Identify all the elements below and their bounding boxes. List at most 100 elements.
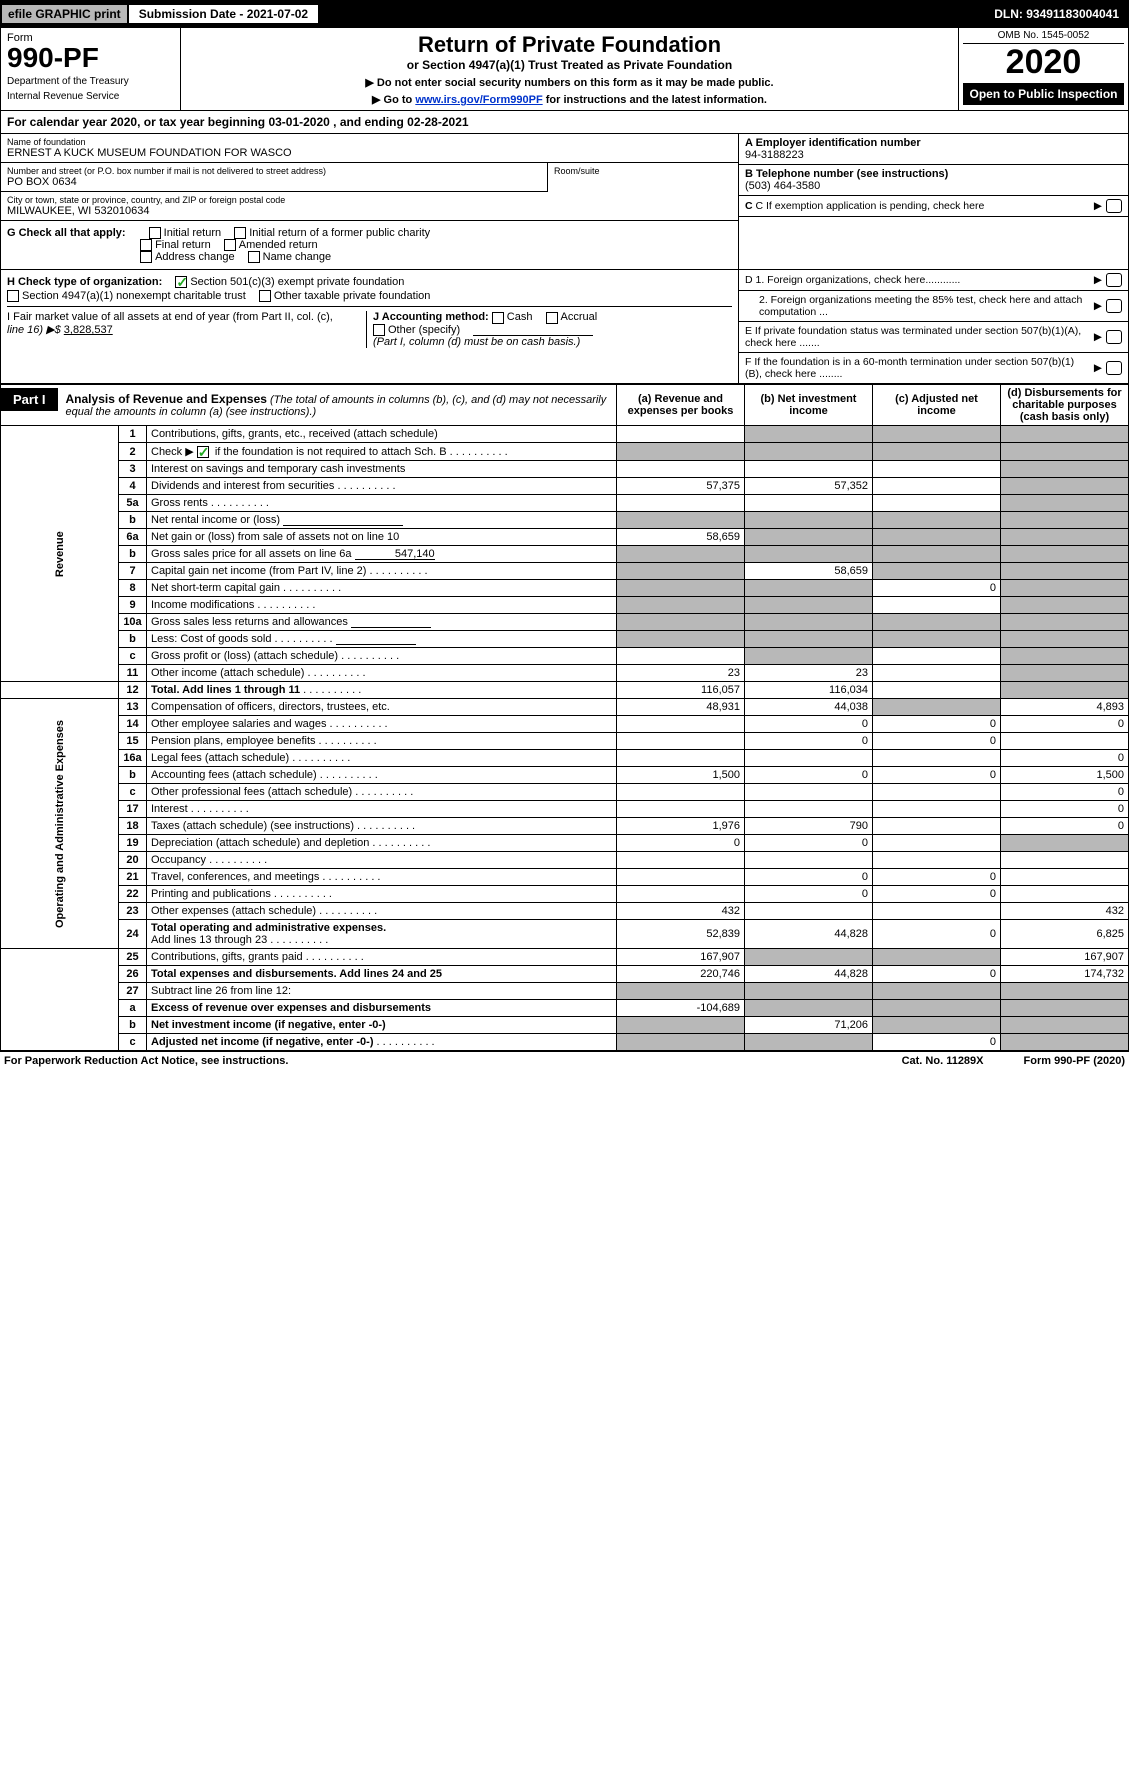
page-footer: For Paperwork Reduction Act Notice, see … xyxy=(0,1051,1129,1070)
r16c-dv: 0 xyxy=(1001,784,1129,801)
d2-label: 2. Foreign organizations meeting the 85%… xyxy=(745,294,1090,318)
irs-link[interactable]: www.irs.gov/Form990PF xyxy=(415,94,542,106)
f-label: F If the foundation is in a 60-month ter… xyxy=(745,356,1090,380)
g-amended[interactable]: Amended return xyxy=(224,239,318,251)
r25-d: Contributions, gifts, grants paid xyxy=(151,951,303,963)
ein-value: 94-3188223 xyxy=(745,149,1122,161)
dept-treasury: Department of the Treasury xyxy=(7,76,174,87)
col-b-header: (b) Net investment income xyxy=(745,385,873,426)
r26-a: 220,746 xyxy=(617,966,745,983)
r19-b: 0 xyxy=(745,835,873,852)
r27a-num: a xyxy=(119,1000,147,1017)
r4-b: 57,352 xyxy=(745,478,873,495)
j-cash[interactable]: Cash xyxy=(492,311,533,323)
r5b-desc: Net rental income or (loss) xyxy=(147,512,617,529)
row-25: 25 Contributions, gifts, grants paid 167… xyxy=(1,949,1129,966)
row-14: 14 Other employee salaries and wages 0 0… xyxy=(1,716,1129,733)
g-initial-return[interactable]: Initial return xyxy=(149,227,221,239)
dept-irs: Internal Revenue Service xyxy=(7,91,174,102)
omb-number: OMB No. 1545-0052 xyxy=(963,30,1124,44)
r27b-desc: Net investment income (if negative, ente… xyxy=(147,1017,617,1034)
d2-checkbox[interactable] xyxy=(1106,299,1122,313)
c-exemption-row: C C If exemption application is pending,… xyxy=(739,196,1128,217)
r10b-d: Less: Cost of goods sold xyxy=(151,633,271,645)
r20-d: Occupancy xyxy=(151,854,206,866)
form-title-block: Return of Private Foundation or Section … xyxy=(181,28,958,110)
f-checkbox[interactable] xyxy=(1106,361,1122,375)
r2-d2: if the foundation is not required to att… xyxy=(212,446,447,458)
r13-desc: Compensation of officers, directors, tru… xyxy=(147,699,617,716)
r8-c: 0 xyxy=(873,580,1001,597)
r27b-d: Net investment income (if negative, ente… xyxy=(151,1019,386,1031)
j-other[interactable]: Other (specify) xyxy=(373,324,460,336)
r24-num: 24 xyxy=(119,920,147,949)
footer-left: For Paperwork Reduction Act Notice, see … xyxy=(4,1055,288,1067)
r22-d: Printing and publications xyxy=(151,888,271,900)
g-initial-former[interactable]: Initial return of a former public charit… xyxy=(234,227,430,239)
form-number: 990-PF xyxy=(7,44,174,72)
foundation-name-cell: Name of foundation ERNEST A KUCK MUSEUM … xyxy=(1,134,738,163)
r8-num: 8 xyxy=(119,580,147,597)
row-24: 24 Total operating and administrative ex… xyxy=(1,920,1129,949)
r18-a: 1,976 xyxy=(617,818,745,835)
r5a-desc: Gross rents xyxy=(147,495,617,512)
r16a-d: Legal fees (attach schedule) xyxy=(151,752,289,764)
page-subtitle: or Section 4947(a)(1) Trust Treated as P… xyxy=(187,58,952,72)
h-opt1: Section 501(c)(3) exempt private foundat… xyxy=(190,276,404,288)
e-row: E If private foundation status was termi… xyxy=(739,322,1128,353)
ein-cell: A Employer identification number 94-3188… xyxy=(739,134,1128,165)
r27a-a: -104,689 xyxy=(617,1000,745,1017)
r2-desc: Check ▶ if the foundation is not require… xyxy=(147,443,617,461)
r19-desc: Depreciation (attach schedule) and deple… xyxy=(147,835,617,852)
r8-d: Net short-term capital gain xyxy=(151,582,280,594)
r12-a: 116,057 xyxy=(617,682,745,699)
row-27c: c Adjusted net income (if negative, ente… xyxy=(1,1034,1129,1051)
r9-d: Income modifications xyxy=(151,599,254,611)
r22-desc: Printing and publications xyxy=(147,886,617,903)
h-opt3: Other taxable private foundation xyxy=(274,290,431,302)
r27b-b: 71,206 xyxy=(745,1017,873,1034)
row-20: 20 Occupancy xyxy=(1,852,1129,869)
city-value: MILWAUKEE, WI 532010634 xyxy=(7,205,732,217)
row-26: 26 Total expenses and disbursements. Add… xyxy=(1,966,1129,983)
j-accrual[interactable]: Accrual xyxy=(546,311,598,323)
r22-c: 0 xyxy=(873,886,1001,903)
r21-num: 21 xyxy=(119,869,147,886)
r2-checkbox[interactable] xyxy=(197,446,209,458)
expenses-side-label: Operating and Administrative Expenses xyxy=(1,699,119,949)
r24-b: 44,828 xyxy=(745,920,873,949)
calendar-year-row: For calendar year 2020, or tax year begi… xyxy=(0,111,1129,134)
d1-checkbox[interactable] xyxy=(1106,273,1122,287)
r27b-num: b xyxy=(119,1017,147,1034)
r23-d: Other expenses (attach schedule) xyxy=(151,905,316,917)
g-opt1: Initial return of a former public charit… xyxy=(249,227,430,239)
room-cell: Room/suite xyxy=(547,163,738,192)
row-16a: 16a Legal fees (attach schedule) 0 xyxy=(1,750,1129,767)
h-4947[interactable]: Section 4947(a)(1) nonexempt charitable … xyxy=(7,290,246,302)
r12-d: Total. Add lines 1 through 11 xyxy=(151,684,300,696)
h-other-taxable[interactable]: Other taxable private foundation xyxy=(259,290,431,302)
c-checkbox[interactable] xyxy=(1106,199,1122,213)
g-final-return[interactable]: Final return xyxy=(140,239,211,251)
r6a-a: 58,659 xyxy=(617,529,745,546)
h-501c3[interactable]: Section 501(c)(3) exempt private foundat… xyxy=(175,276,404,288)
row-17: 17 Interest 0 xyxy=(1,801,1129,818)
g-address-change[interactable]: Address change xyxy=(140,251,235,263)
r16b-desc: Accounting fees (attach schedule) xyxy=(147,767,617,784)
g-opt3: Amended return xyxy=(239,239,318,251)
ein-label: A Employer identification number xyxy=(745,137,1122,149)
r27-num: 27 xyxy=(119,983,147,1000)
row-2: 2 Check ▶ if the foundation is not requi… xyxy=(1,443,1129,461)
r27a-d: Excess of revenue over expenses and disb… xyxy=(151,1002,431,1014)
row-12: 12 Total. Add lines 1 through 11 116,057… xyxy=(1,682,1129,699)
r11-b: 23 xyxy=(745,665,873,682)
row-15: 15 Pension plans, employee benefits 0 0 xyxy=(1,733,1129,750)
i-label2: line 16) ▶$ xyxy=(7,324,64,336)
e-checkbox[interactable] xyxy=(1106,330,1122,344)
r15-b: 0 xyxy=(745,733,873,750)
g-name-change[interactable]: Name change xyxy=(248,251,332,263)
r15-num: 15 xyxy=(119,733,147,750)
r26-desc: Total expenses and disbursements. Add li… xyxy=(147,966,617,983)
row-19: 19 Depreciation (attach schedule) and de… xyxy=(1,835,1129,852)
r16b-a: 1,500 xyxy=(617,767,745,784)
